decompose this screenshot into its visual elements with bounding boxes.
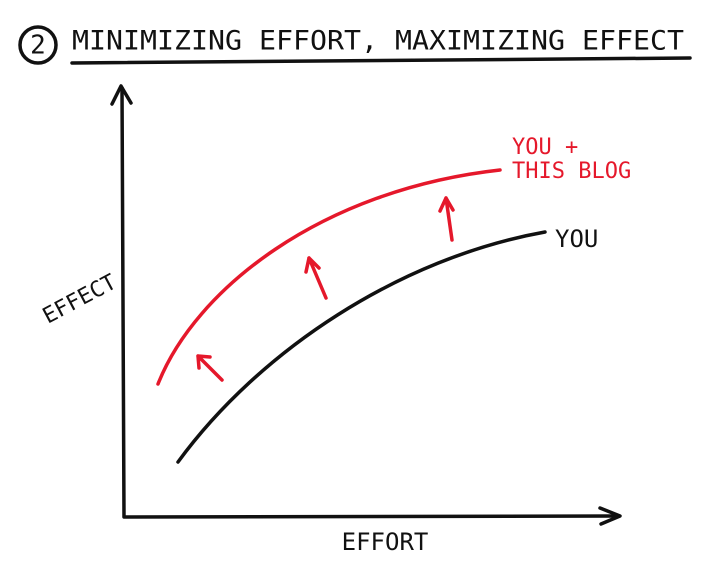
number-circle bbox=[18, 25, 58, 65]
lift-arrow bbox=[304, 256, 328, 300]
number: 2 bbox=[30, 31, 46, 61]
x-axis-label: EFFORT bbox=[342, 528, 429, 556]
x-arrowhead bbox=[598, 506, 622, 526]
blog-label: YOU + bbox=[512, 135, 578, 160]
lift-arrow bbox=[438, 196, 455, 242]
title: MINIMIZING EFFORT, MAXIMIZING EFFECT bbox=[72, 26, 684, 57]
you-curve bbox=[176, 230, 547, 464]
title-underline bbox=[70, 56, 692, 65]
blog-curve bbox=[156, 168, 502, 386]
y-arrowhead bbox=[110, 84, 133, 106]
blog-label: THIS BLOG bbox=[512, 159, 631, 184]
you-label: YOU bbox=[555, 225, 598, 253]
lift-arrow bbox=[196, 354, 224, 382]
y-axis-label: EFFECT bbox=[39, 270, 121, 329]
axes bbox=[120, 86, 620, 519]
